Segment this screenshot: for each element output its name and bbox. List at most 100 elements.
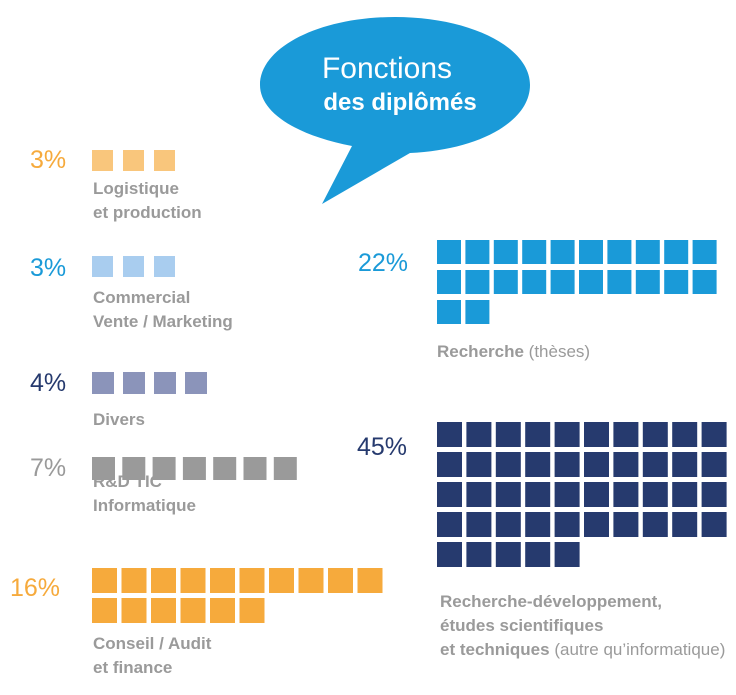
- category-line: Commercial: [93, 288, 191, 307]
- pictogram-square: [243, 457, 267, 480]
- value-label: 22%: [358, 249, 409, 277]
- pictogram-square: [701, 512, 727, 537]
- pictogram-square: [672, 422, 698, 447]
- pictogram-square: [607, 270, 632, 294]
- pictogram-square: [466, 452, 492, 477]
- category-note: (thèses): [528, 342, 591, 361]
- category-line: et techniques: [440, 640, 550, 659]
- pictogram-square: [123, 256, 144, 277]
- category-label: Commercial Vente / Marketing: [93, 286, 333, 334]
- pictogram-square: [495, 452, 521, 477]
- pictogram-square: [525, 422, 551, 447]
- category-line: Conseil / Audit: [93, 634, 212, 653]
- pictogram-square: [466, 542, 492, 567]
- category-line: R&D TIC: [93, 472, 162, 491]
- subtitle: des diplômés: [323, 89, 476, 116]
- pictogram-square: [692, 270, 717, 294]
- category-line: Informatique: [93, 496, 196, 515]
- pictogram-square: [642, 512, 668, 537]
- pictogram-square: [92, 457, 115, 480]
- pictogram-square: [182, 457, 206, 480]
- pictogram-square: [642, 482, 668, 507]
- value-label: 3%: [30, 146, 67, 174]
- pictogram-square: [554, 452, 580, 477]
- pictogram-square: [642, 422, 668, 447]
- pictogram-square: [584, 422, 609, 447]
- pictogram-square: [437, 452, 462, 477]
- category-line: Vente / Marketing: [93, 312, 233, 331]
- pictogram-square: [701, 422, 727, 447]
- pictogram-square: [584, 512, 609, 537]
- pictogram-square: [613, 482, 639, 507]
- pictogram-square: [92, 598, 117, 623]
- value-label: 3%: [30, 254, 67, 282]
- pictogram-square: [154, 150, 175, 171]
- pictogram-square: [554, 482, 580, 507]
- category-label: Recherche (thèses): [437, 340, 727, 364]
- pictogram-square: [550, 240, 575, 264]
- pictogram-square: [437, 512, 462, 537]
- pictogram-square: [210, 568, 235, 593]
- category-label: R&D TIC Informatique: [93, 470, 333, 518]
- pictogram-square: [152, 457, 176, 480]
- pictogram-square: [466, 512, 492, 537]
- pictogram-square: [437, 422, 462, 447]
- value-label: 4%: [30, 369, 67, 397]
- category-line: Logistique: [93, 179, 179, 198]
- pictogram-square: [522, 270, 547, 294]
- pictogram-square: [613, 512, 639, 537]
- pictogram-square: [554, 422, 580, 447]
- pictogram-square: [465, 270, 490, 294]
- pictogram-square: [121, 598, 147, 623]
- pictogram-square: [239, 598, 265, 623]
- pictogram-square: [672, 482, 698, 507]
- pictogram-square: [180, 598, 206, 623]
- pictogram-square: [273, 457, 297, 480]
- pictogram-square: [701, 482, 727, 507]
- pictogram-square: [701, 452, 727, 477]
- category-label: Conseil / Audit et finance: [93, 632, 333, 680]
- pictogram-square: [525, 482, 551, 507]
- pictogram-square: [328, 568, 353, 593]
- pictogram-square: [123, 372, 145, 394]
- pictogram-square: [151, 568, 176, 593]
- category-line: Recherche: [437, 342, 524, 361]
- pictogram-square: [692, 240, 717, 264]
- pictogram-square: [550, 270, 575, 294]
- pictogram-square: [525, 542, 551, 567]
- pictogram-square: [92, 372, 114, 394]
- pictogram-square: [554, 512, 580, 537]
- pictogram-square: [122, 457, 146, 480]
- category-line: Recherche-développement,: [440, 592, 663, 611]
- pictogram-square: [495, 422, 521, 447]
- category-label: Logistique et production: [93, 177, 333, 225]
- pictogram-square: [437, 270, 461, 294]
- category-label: Recherche-développement, études scientifi…: [440, 590, 730, 662]
- pictogram-square: [607, 240, 632, 264]
- pictogram-square: [92, 150, 113, 171]
- category-line: Divers: [93, 410, 145, 429]
- pictogram-square: [154, 256, 175, 277]
- pictogram-square: [185, 372, 207, 394]
- pictogram-square: [642, 452, 668, 477]
- pictogram-square: [437, 240, 461, 264]
- pictogram-square: [522, 240, 547, 264]
- pictogram-square: [672, 512, 698, 537]
- pictogram-square: [437, 482, 462, 507]
- pictogram-square: [466, 422, 492, 447]
- pictogram-square: [664, 240, 689, 264]
- pictogram-square: [579, 240, 603, 264]
- pictogram-square: [635, 270, 660, 294]
- pictogram-square: [213, 457, 237, 480]
- pictogram-square: [92, 256, 113, 277]
- pictogram-square: [493, 270, 518, 294]
- pictogram-square: [495, 542, 521, 567]
- pictogram-square: [635, 240, 660, 264]
- pictogram-square: [154, 372, 176, 394]
- pictogram-square: [554, 542, 580, 567]
- speech-bubble: [260, 17, 530, 204]
- title: Fonctions: [322, 52, 452, 85]
- pictogram-square: [495, 482, 521, 507]
